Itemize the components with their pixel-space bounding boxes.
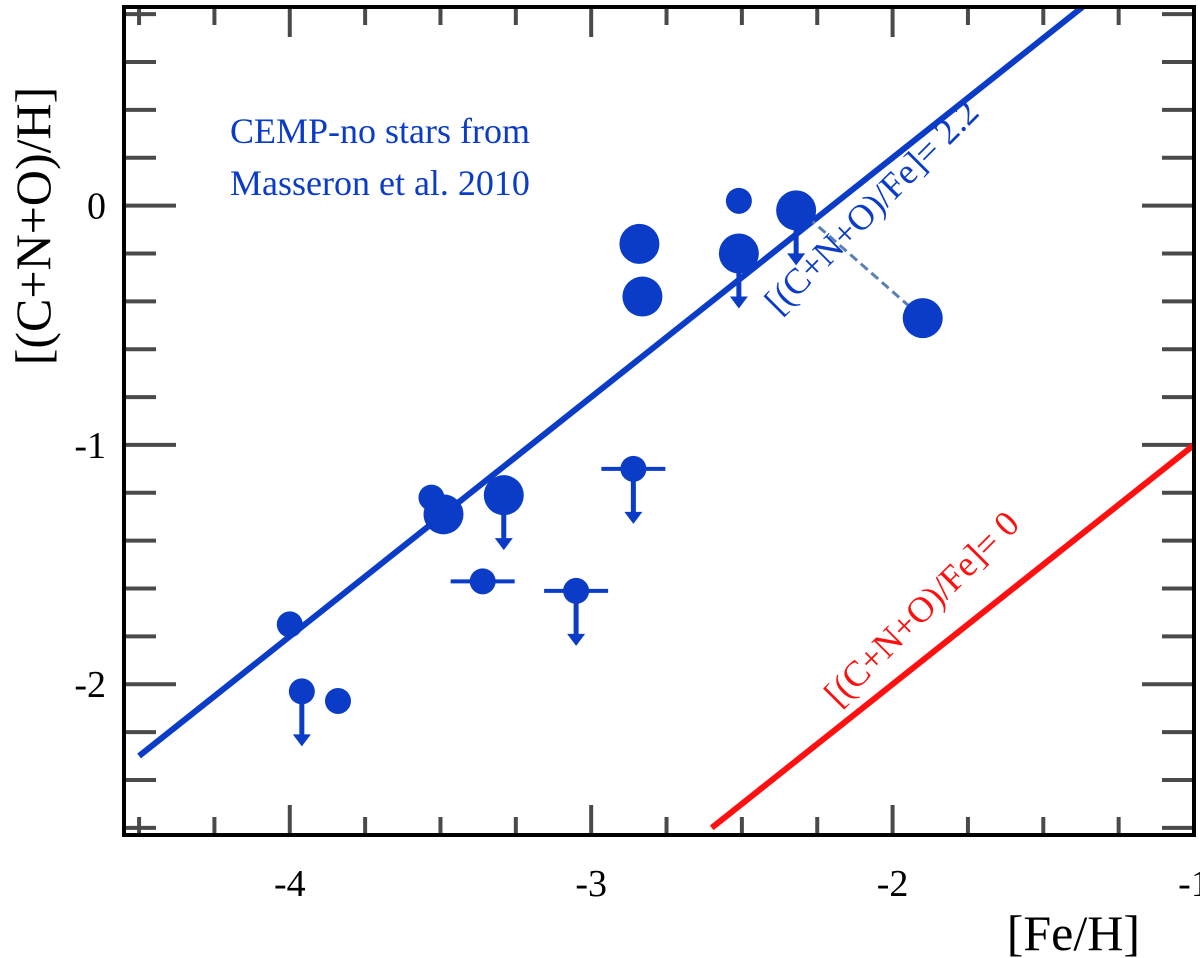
- data-point: [622, 276, 663, 317]
- y-tick-label: 0: [87, 186, 106, 228]
- data-point-marker: [563, 577, 590, 604]
- y-tick-labels: 0 -1 -2: [74, 186, 106, 707]
- data-point-marker: [620, 455, 647, 482]
- data-point-marker: [902, 298, 943, 339]
- data-point-marker: [725, 187, 752, 214]
- data-point-marker: [776, 190, 817, 231]
- arrow-head: [567, 633, 586, 646]
- data-point: [423, 494, 464, 535]
- data-point: [544, 577, 609, 646]
- data-point: [288, 678, 315, 747]
- data-points: [276, 187, 943, 747]
- dashed-connector: [807, 216, 924, 320]
- axis-ticks: [124, 7, 1194, 835]
- annotation-line-1: CEMP-no stars from: [230, 111, 530, 151]
- data-point-marker: [622, 276, 663, 317]
- data-point: [725, 187, 752, 214]
- data-point-marker: [469, 568, 496, 595]
- data-point-marker: [325, 687, 351, 714]
- y-tick-label: -1: [74, 425, 106, 467]
- data-point: [718, 233, 759, 309]
- x-tick-label: -4: [274, 863, 306, 905]
- x-tick-label: -3: [575, 863, 607, 905]
- data-point-marker: [423, 494, 464, 535]
- x-tick-label: -2: [877, 863, 909, 905]
- connector-line: [807, 216, 924, 320]
- data-point: [902, 298, 943, 339]
- arrow-head: [494, 538, 513, 551]
- data-point: [450, 568, 515, 595]
- solar-line-label: [(C+N+O)/Fe]= 0: [816, 503, 1027, 714]
- data-point-marker: [276, 611, 303, 638]
- data-point: [601, 455, 666, 524]
- solar-line: [709, 442, 1194, 831]
- data-point-marker: [288, 678, 315, 705]
- plot-frame: [122, 5, 1196, 837]
- data-point: [276, 611, 303, 638]
- arrow-head: [729, 296, 748, 309]
- data-point-marker: [718, 233, 759, 274]
- y-axis-title: [(C+N+O)/H]: [5, 87, 61, 366]
- data-point-marker: [619, 223, 660, 264]
- x-axis-title: [Fe/H]: [1007, 905, 1140, 958]
- data-point: [483, 475, 524, 551]
- data-point: [619, 223, 660, 264]
- y-tick-label: -2: [74, 664, 106, 706]
- x-tick-labels: -4 -3 -2 -1: [274, 863, 1200, 905]
- data-point: [325, 687, 351, 714]
- data-point-marker: [483, 475, 524, 516]
- data-point: [776, 190, 817, 266]
- x-tick-label: -1: [1178, 863, 1200, 905]
- arrow-head: [292, 734, 311, 747]
- arrow-head: [787, 253, 806, 266]
- arrow-head: [624, 511, 643, 524]
- annotation-line-2: Masseron et al. 2010: [230, 163, 530, 203]
